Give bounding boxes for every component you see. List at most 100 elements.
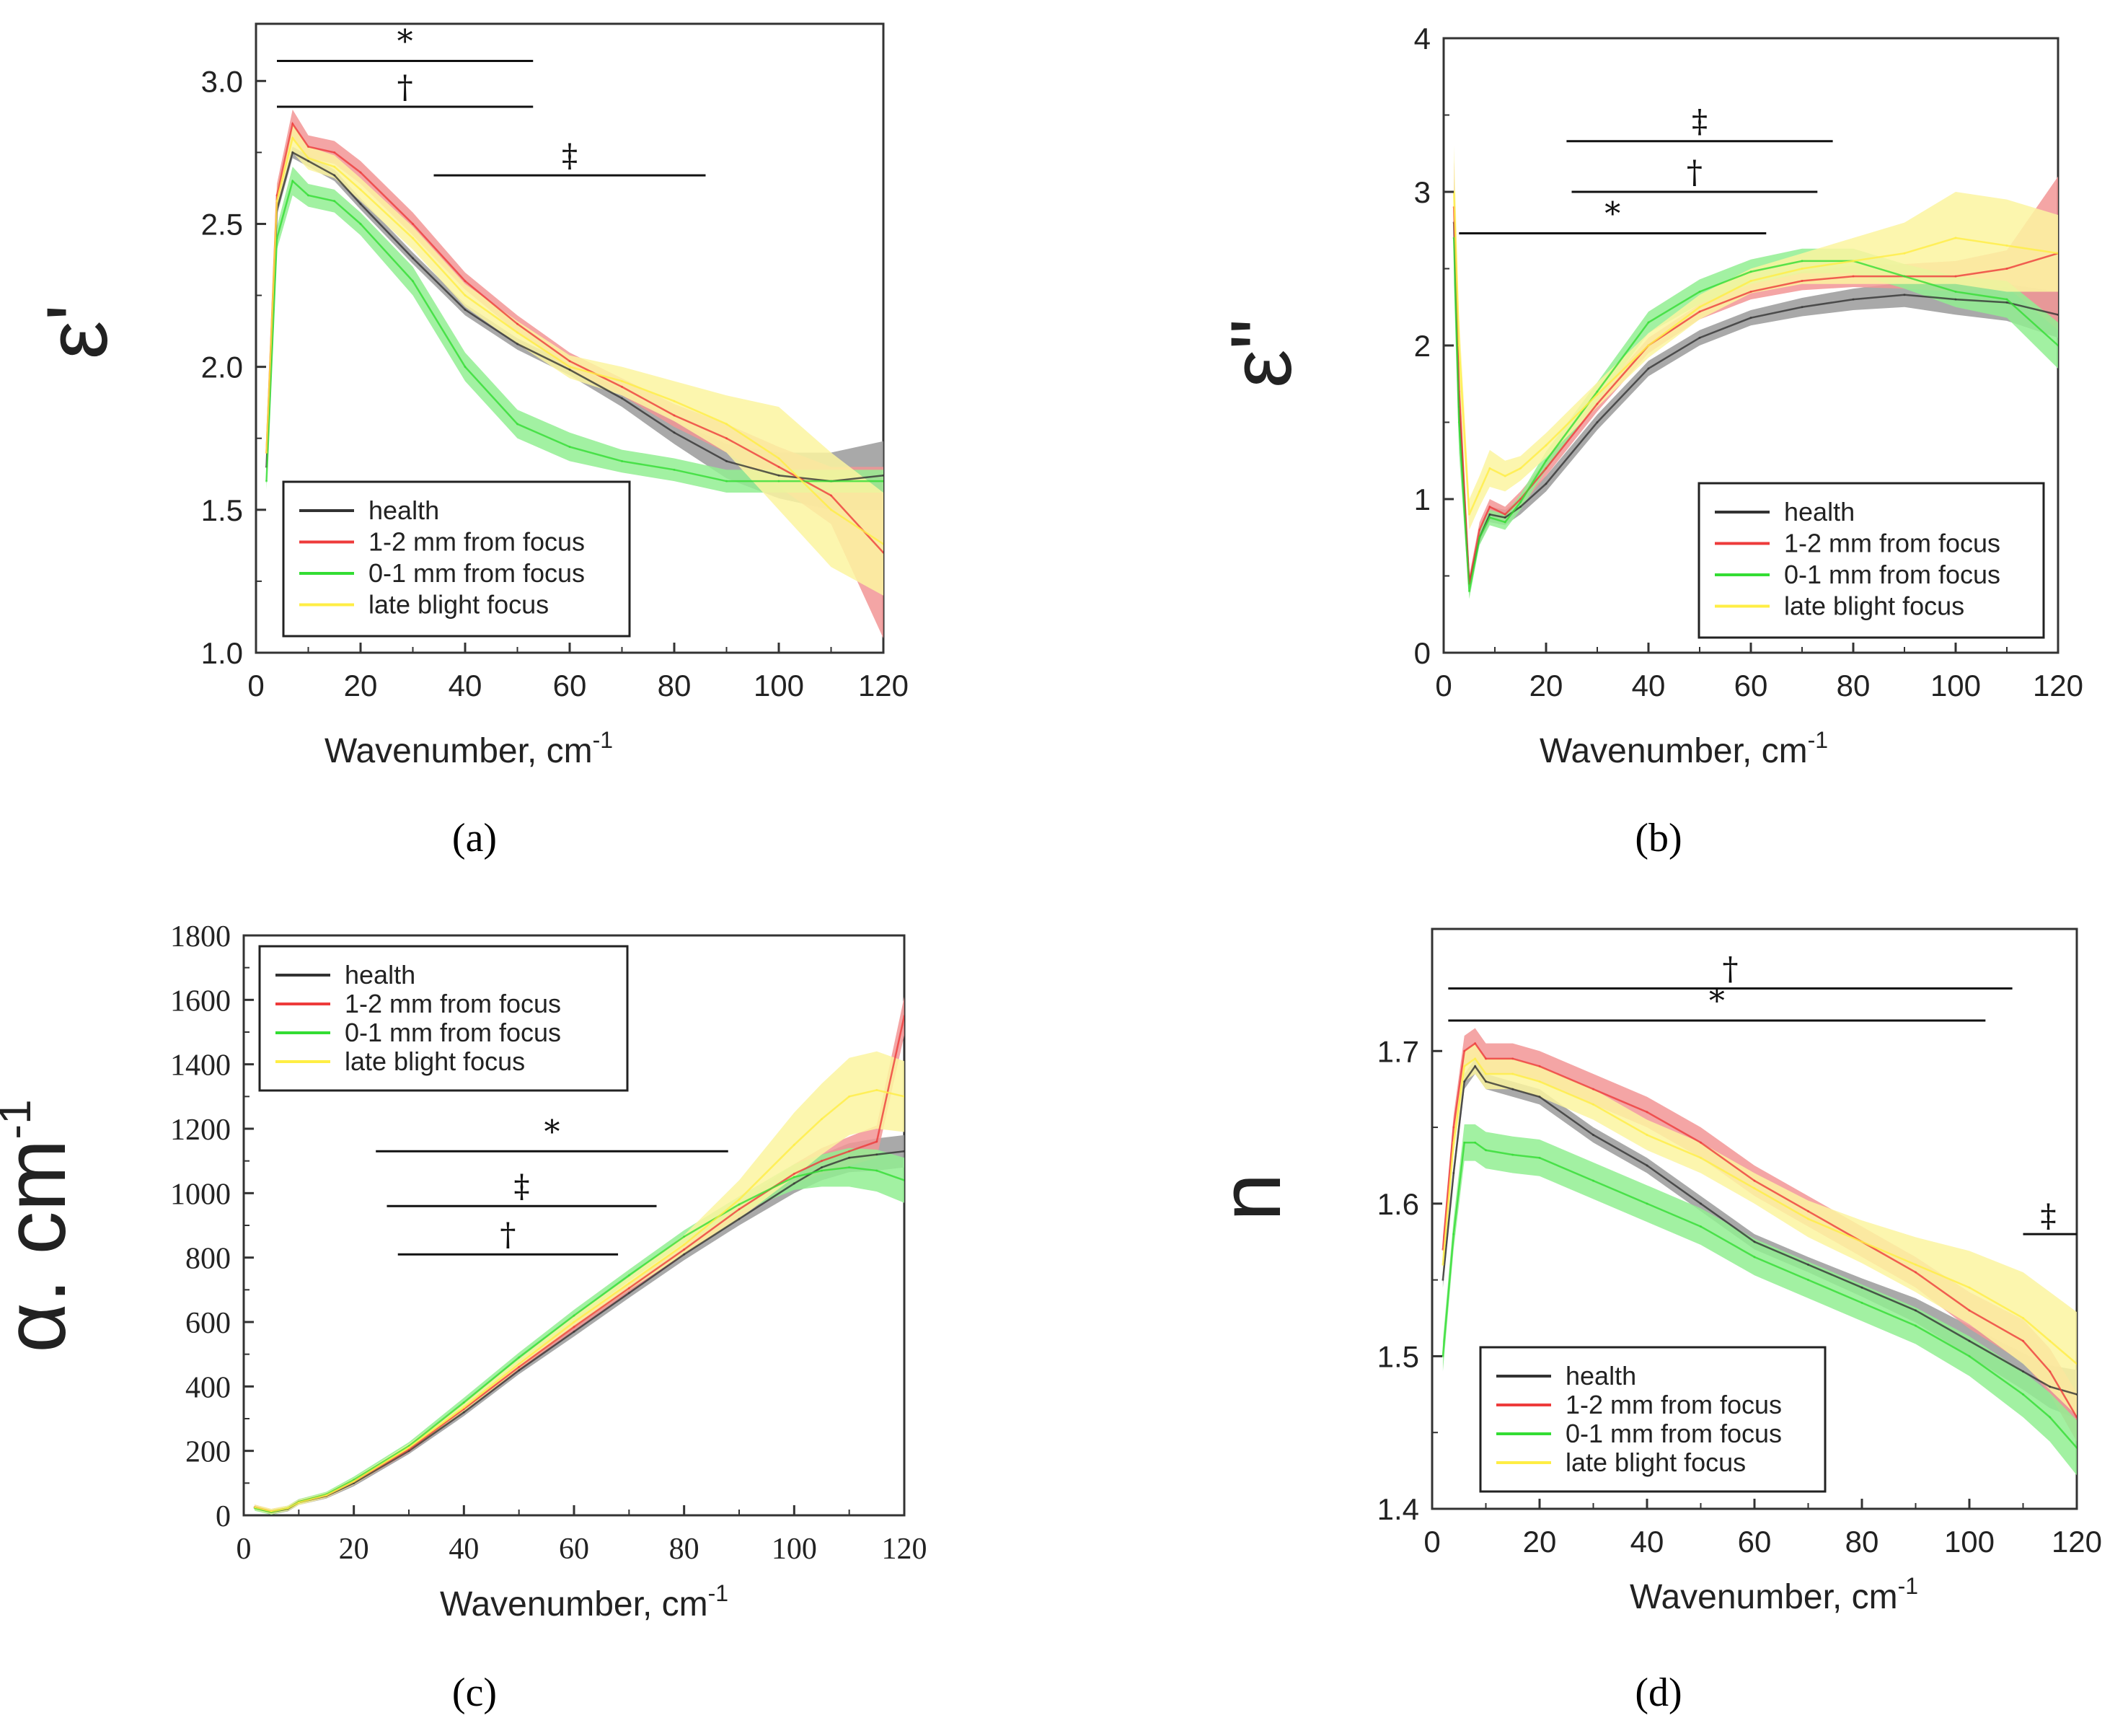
data-point (2049, 1416, 2052, 1419)
data-point (848, 1095, 851, 1098)
data-point (1488, 467, 1491, 470)
y-tick-label: 800 (185, 1243, 231, 1276)
data-point (1646, 1134, 1648, 1137)
data-point (1468, 590, 1470, 593)
data-point (1474, 1042, 1477, 1045)
data-point (673, 468, 676, 471)
data-point (882, 480, 883, 483)
data-point (725, 480, 728, 483)
y-tick-label: 2.5 (201, 207, 243, 241)
y-tick-label: 1600 (170, 984, 231, 1018)
chart-panel-d: 0 20 40 60 80 100 120 1.4 1.5 1.6 1.7 Wavenumber, c… (1202, 928, 2102, 1715)
data-point (1488, 516, 1491, 519)
series-line-health (265, 151, 883, 483)
data-point (1596, 390, 1599, 393)
data-point (1700, 1141, 1702, 1144)
data-point (1749, 270, 1752, 273)
legend-label: health (345, 960, 415, 990)
legend-label: 0-1 mm from focus (1566, 1419, 1782, 1448)
series-line-near (265, 121, 883, 554)
data-point (1474, 1141, 1477, 1144)
data-point (882, 542, 883, 545)
data-point (286, 1507, 289, 1510)
legend-label: 1-2 mm from focus (368, 527, 585, 557)
x-tick-label: 100 (1944, 1525, 1995, 1559)
band-inner (1442, 1124, 2077, 1476)
y-tick-label: 4 (1414, 22, 1431, 56)
data-point (2022, 1339, 2024, 1342)
data-point (1538, 1156, 1541, 1159)
y-tick-label: 1200 (170, 1114, 231, 1147)
series-line-inner (1442, 1141, 2077, 1449)
data-point (2075, 1393, 2077, 1396)
data-point (1538, 1096, 1541, 1098)
y-tick-label: 0 (216, 1500, 231, 1533)
y-tick-label: 1.5 (1377, 1339, 1419, 1373)
data-point (738, 1203, 741, 1206)
data-point (738, 1208, 741, 1211)
data-point (1749, 317, 1752, 320)
data-point (821, 1118, 823, 1121)
data-point (627, 1287, 630, 1290)
x-axis-label-text: Wavenumber, cm (440, 1585, 708, 1623)
data-point (1452, 1172, 1455, 1175)
y-tick-label: 1800 (170, 920, 231, 953)
data-point (875, 1140, 878, 1143)
legend-label: 0-1 mm from focus (345, 1018, 561, 1047)
data-point (1647, 321, 1650, 324)
data-point (848, 1156, 851, 1159)
chart-panel-c: 0 20 40 60 80 100 1200200400600800100012001400… (0, 920, 927, 1715)
data-point (568, 446, 571, 449)
y-tick-label: 1.0 (201, 636, 243, 670)
series-line-focus (1452, 191, 2058, 515)
data-point (1700, 1202, 1702, 1205)
y-axis-label-text: ε' (29, 304, 125, 359)
data-point (2057, 313, 2058, 316)
data-point (1468, 513, 1470, 516)
data-point (518, 1356, 521, 1359)
data-point (903, 1015, 904, 1018)
data-point (1698, 310, 1701, 313)
y-tick-label: 0 (1414, 636, 1431, 670)
data-point (291, 180, 294, 182)
x-tick-label: 80 (658, 669, 692, 702)
data-point (1596, 421, 1599, 423)
data-point (1801, 268, 1803, 270)
data-point (903, 1095, 904, 1098)
legend-label: 1-2 mm from focus (1566, 1390, 1782, 1419)
data-point (1860, 1241, 1863, 1243)
legend-label: health (1784, 497, 1855, 526)
data-point (1463, 1141, 1466, 1144)
data-point (307, 157, 309, 159)
data-point (1749, 280, 1752, 283)
y-axis-label: n (1202, 1173, 1299, 1222)
data-point (353, 1480, 356, 1483)
data-point (568, 366, 571, 369)
significance-symbol: ‡ (562, 138, 578, 175)
data-point (1545, 459, 1548, 462)
data-point (1457, 344, 1460, 347)
data-point (291, 123, 294, 125)
data-point (1807, 1279, 1809, 1282)
x-tick-label: 20 (339, 1533, 369, 1566)
data-point (1442, 1354, 1444, 1357)
data-point (1538, 1080, 1541, 1083)
data-point (270, 1510, 273, 1513)
data-point (777, 480, 780, 483)
x-axis-label: Wavenumber, cm-1 (440, 1580, 728, 1623)
x-tick-label: 40 (449, 669, 482, 702)
data-point (627, 1274, 630, 1277)
data-point (621, 459, 623, 462)
data-point (875, 1088, 878, 1091)
data-point (627, 1282, 630, 1285)
significance-symbol: ‡ (513, 1168, 529, 1205)
data-point (1968, 1354, 1971, 1357)
data-point (1504, 475, 1506, 477)
data-point (821, 1166, 823, 1169)
data-point (1452, 1126, 1455, 1129)
data-point (2075, 1362, 2077, 1365)
x-axis-label-sup: -1 (708, 1580, 728, 1606)
y-axis-label-text: ε" (1213, 319, 1310, 388)
plot-area (1452, 146, 2058, 599)
data-point (2049, 1339, 2052, 1342)
